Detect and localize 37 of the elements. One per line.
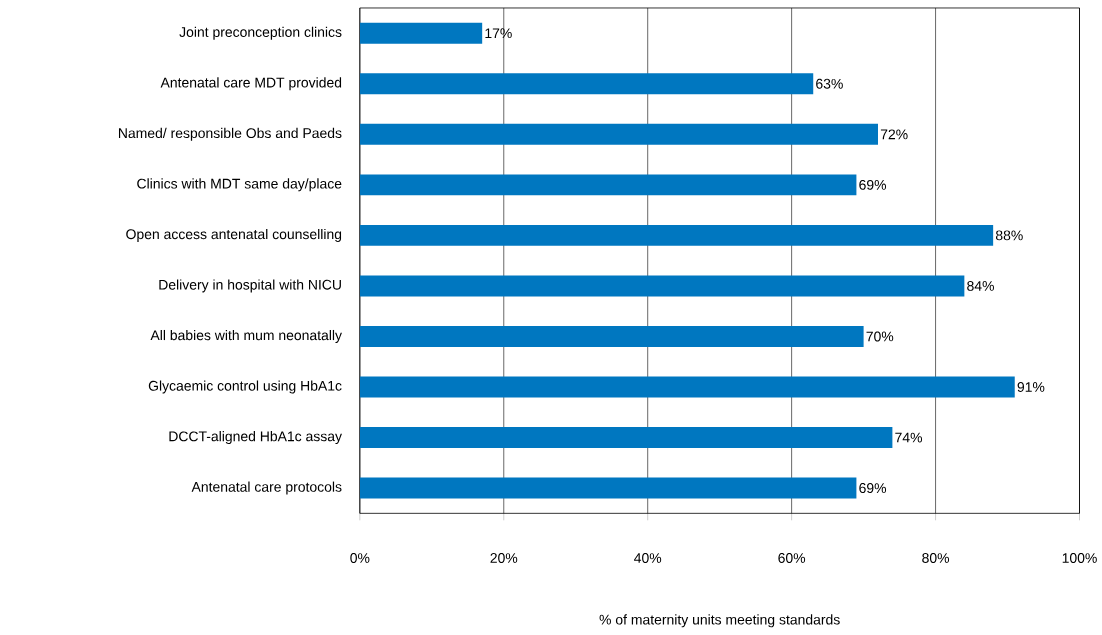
bar xyxy=(359,376,1015,398)
x-tick-label: 20% xyxy=(490,553,518,563)
data-label: 69% xyxy=(859,179,887,190)
x-tick-label: 0% xyxy=(350,553,370,563)
y-tick-label: Delivery in hospital with NICU xyxy=(159,279,341,293)
bar xyxy=(359,326,864,347)
y-tick-label: Antenatal care MDT provided xyxy=(160,77,342,91)
bar xyxy=(359,477,857,499)
y-tick-label: Open access antenatal counselling xyxy=(126,228,342,242)
data-label: 88% xyxy=(995,230,1023,241)
x-tick-label: 100% xyxy=(1062,553,1097,563)
data-label: 69% xyxy=(859,483,887,494)
data-label: 91% xyxy=(1017,382,1045,392)
bar xyxy=(359,275,965,297)
data-label: 17% xyxy=(485,28,512,39)
y-tick-label: Glycaemic control using HbA1c xyxy=(148,380,342,394)
data-label: 84% xyxy=(967,281,994,291)
data-label: 63% xyxy=(816,78,843,89)
data-label: 72% xyxy=(880,129,908,140)
bar xyxy=(359,123,878,145)
bar xyxy=(359,427,893,449)
bar xyxy=(359,174,857,196)
bar xyxy=(359,73,814,95)
x-tick-label: 40% xyxy=(634,553,662,563)
data-label: 74% xyxy=(895,432,923,443)
bar xyxy=(359,22,483,44)
y-tick-label: Named/ responsible Obs and Paeds xyxy=(118,127,342,141)
y-tick-label: All babies with mum neonatally xyxy=(150,329,342,343)
y-tick-label: Joint preconception clinics xyxy=(179,26,342,40)
bar xyxy=(359,224,994,246)
x-axis-title: % of maternity units meeting standards xyxy=(599,614,840,628)
x-tick-label: 80% xyxy=(922,553,950,563)
y-tick-label: Antenatal care protocols xyxy=(191,481,342,495)
x-tick-label: 60% xyxy=(778,553,806,563)
y-tick-label: DCCT-aligned HbA1c assay xyxy=(169,431,342,445)
data-label: 70% xyxy=(866,331,894,342)
y-tick-label: Clinics with MDT same day/place xyxy=(137,178,342,192)
